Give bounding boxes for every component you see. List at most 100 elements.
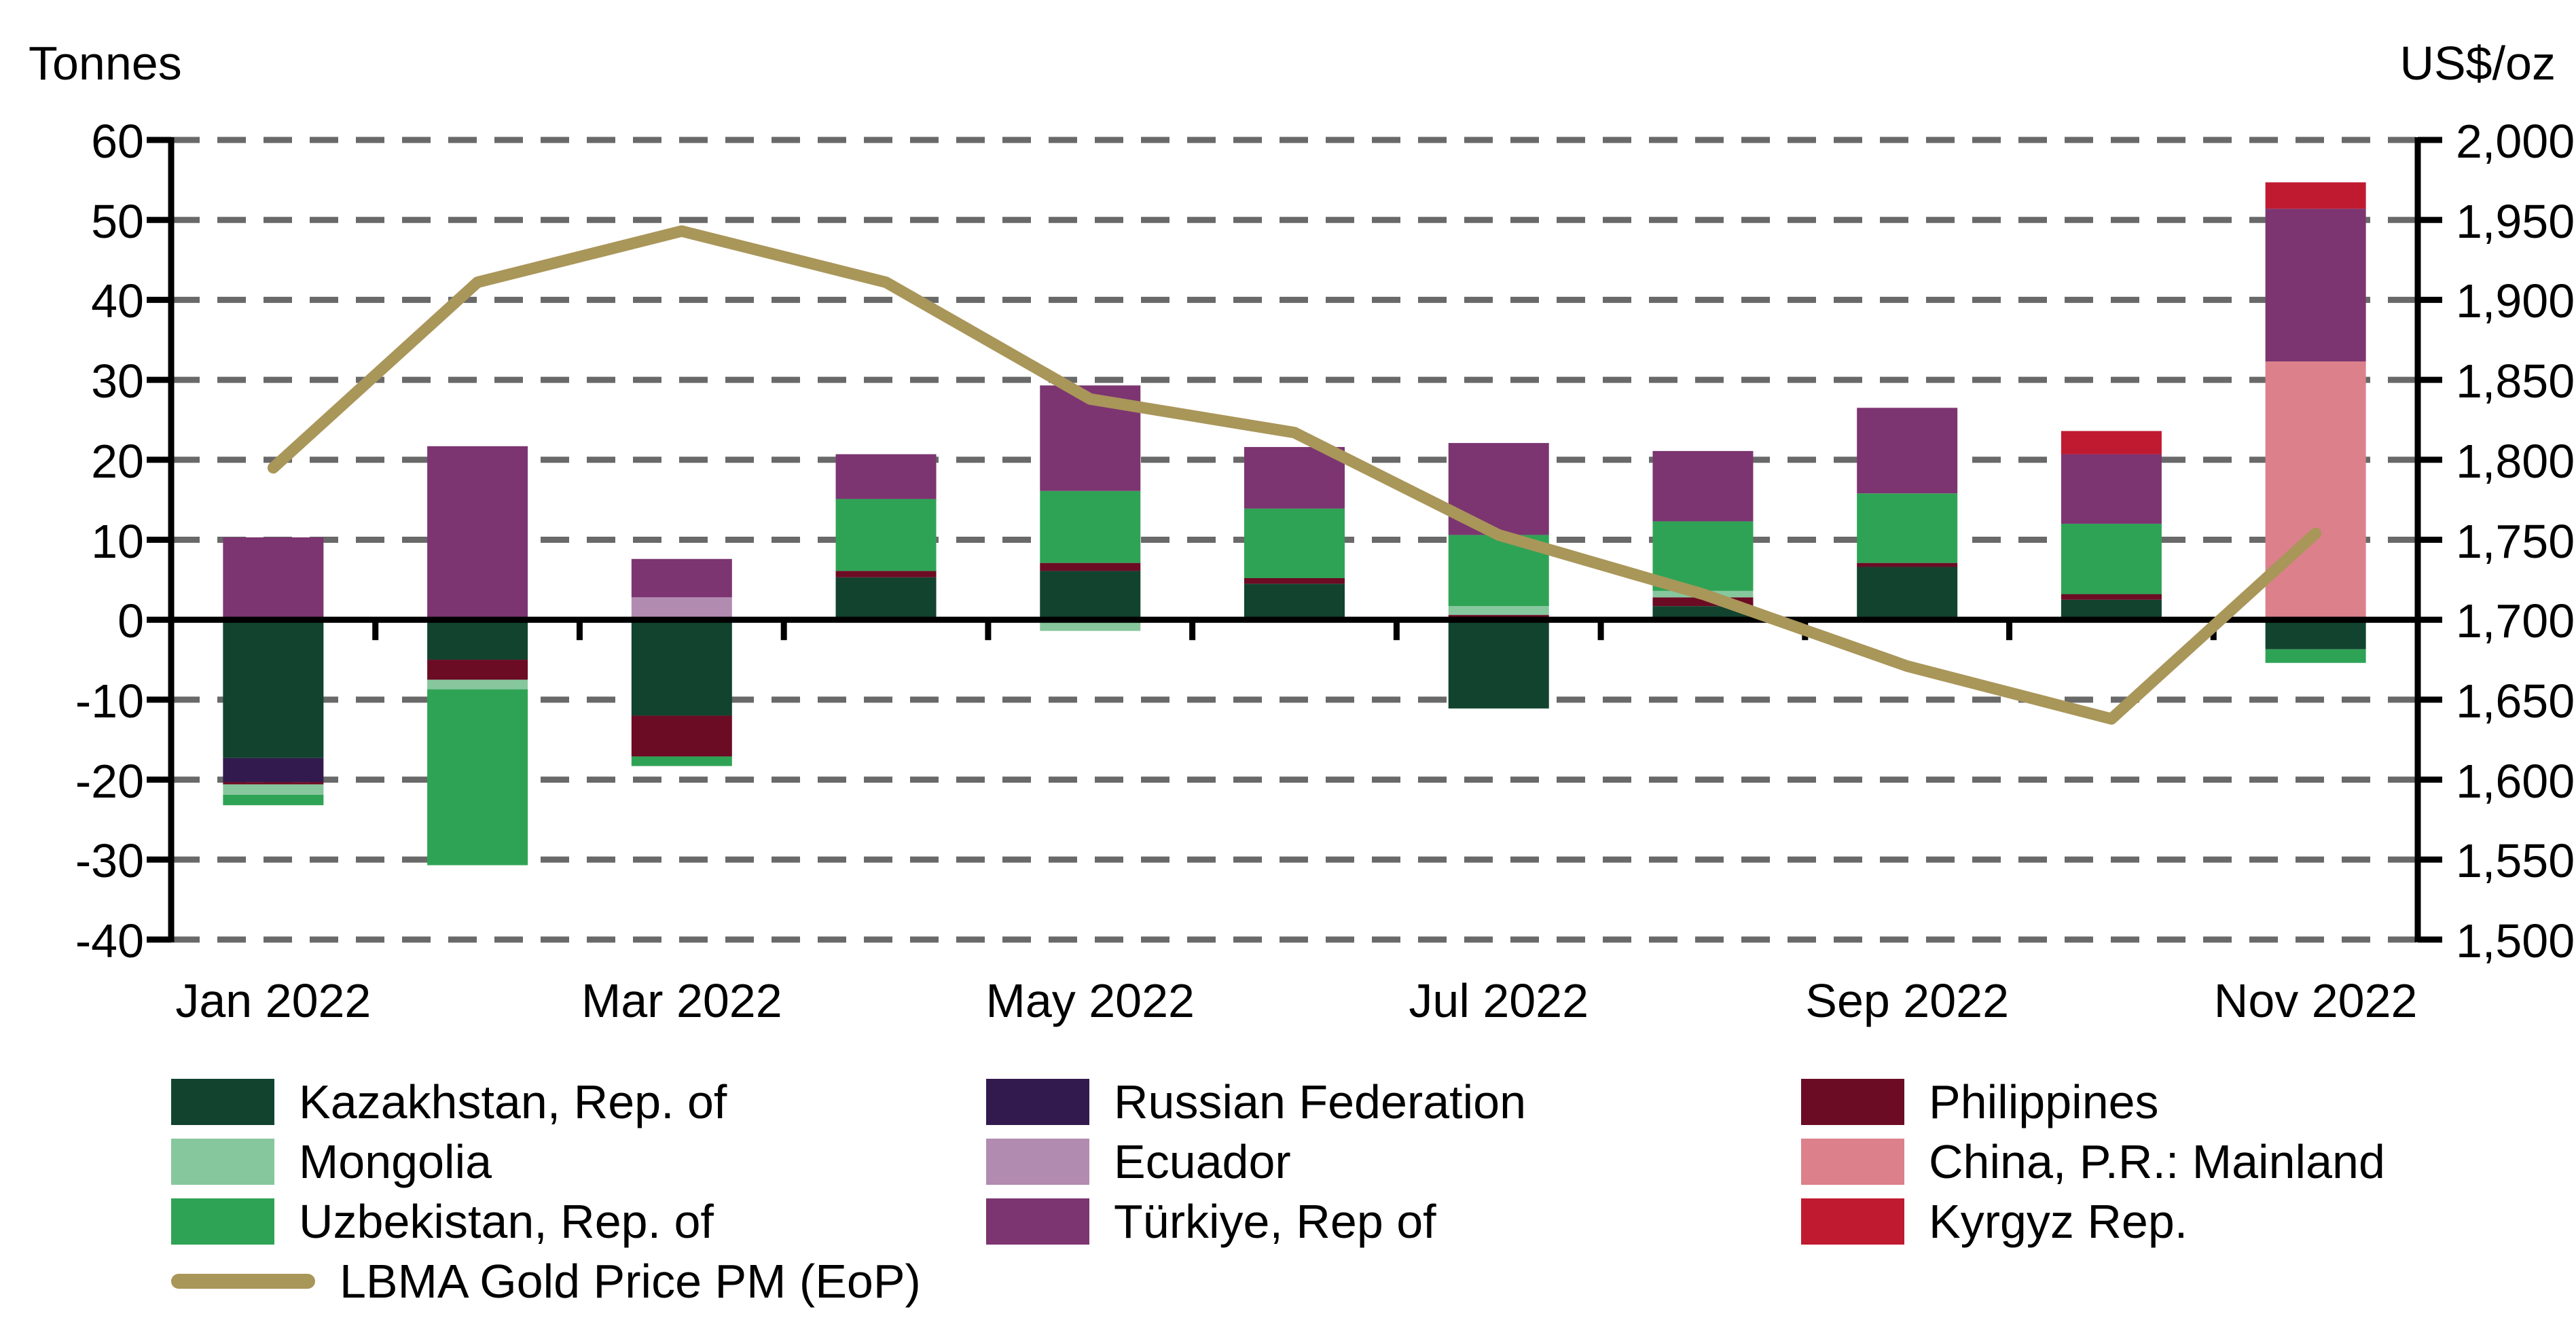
x-axis-tick-label: May 2022 <box>985 974 1195 1027</box>
bar-segment-turkiye <box>2061 454 2162 524</box>
right-axis-tick-label: 1,650 <box>2456 674 2575 728</box>
legend-label: LBMA Gold Price PM (EoP) <box>340 1255 921 1308</box>
bar-segment-uzbekistan <box>1857 493 1958 563</box>
left-axis-tick-label: -10 <box>75 674 144 728</box>
bar-segment-philippines <box>835 571 937 577</box>
left-axis-tick-label: 60 <box>91 115 144 168</box>
bar-segment-uzbekistan <box>427 689 528 866</box>
bar-segment-turkiye <box>427 446 528 620</box>
bar-segment-uzbekistan <box>2061 523 2162 594</box>
x-axis-tick-label: Jan 2022 <box>175 974 371 1027</box>
legend-label: Ecuador <box>1114 1135 1291 1188</box>
legend-color-swatch <box>986 1079 1089 1125</box>
legend-color-swatch <box>1801 1139 1904 1185</box>
bar-segment-turkiye <box>223 537 324 620</box>
right-axis-tick-label: 1,500 <box>2456 914 2575 967</box>
bar-segment-uzbekistan <box>1040 490 1141 563</box>
right-axis-tick-label: 1,600 <box>2456 754 2575 808</box>
left-axis-tick-label: -20 <box>75 754 144 808</box>
legend-item-ecuador: Ecuador <box>986 1132 1291 1192</box>
bar-segment-kazakhstan <box>1448 620 1549 709</box>
left-axis-tick-label: -40 <box>75 914 144 967</box>
right-axis-tick-label: 2,000 <box>2456 115 2575 168</box>
left-axis-tick-label: 0 <box>117 594 144 648</box>
bar-segment-ecuador <box>631 597 732 620</box>
bar-segment-kyrgyz <box>2265 182 2366 209</box>
legend-color-swatch <box>171 1079 274 1125</box>
legend-line-sample <box>171 1274 315 1289</box>
legend-color-swatch <box>1801 1079 1904 1125</box>
bar-segment-kazakhstan <box>1857 567 1958 620</box>
left-axis-tick-label: 20 <box>91 434 144 488</box>
legend-label: Kazakhstan, Rep. of <box>299 1075 727 1128</box>
legend-item-mongolia: Mongolia <box>171 1132 492 1192</box>
lbma-gold-price-line <box>267 225 2322 725</box>
legend-label: Philippines <box>1929 1075 2159 1128</box>
legend-label: Mongolia <box>299 1135 492 1188</box>
bar-segment-turkiye <box>2265 209 2366 362</box>
legend-color-swatch <box>1801 1198 1904 1245</box>
bar-segment-uzbekistan <box>2265 649 2366 663</box>
x-axis-tick-label: Mar 2022 <box>581 974 782 1027</box>
bar-segment-kazakhstan <box>835 577 937 620</box>
right-axis-title: US$/oz <box>2399 37 2556 90</box>
right-axis-tick-label: 1,800 <box>2456 434 2575 488</box>
legend-label: Kyrgyz Rep. <box>1929 1195 2188 1248</box>
bar-segment-turkiye <box>835 454 937 499</box>
legend-item-turkiye: Türkiye, Rep of <box>986 1192 1436 1251</box>
bar-segment-philippines <box>1857 563 1958 567</box>
x-axis-tick-label: Nov 2022 <box>2213 974 2418 1027</box>
legend-label: Uzbekistan, Rep. of <box>299 1195 714 1248</box>
left-axis-title: Tonnes <box>29 37 182 90</box>
bar-segment-turkiye <box>1857 408 1958 494</box>
bar-segment-philippines <box>1244 577 1345 584</box>
bar-segment-china <box>2265 361 2366 620</box>
legend-label: Russian Federation <box>1114 1075 1526 1128</box>
legend-color-swatch <box>986 1198 1089 1245</box>
bar-segment-uzbekistan <box>1244 508 1345 578</box>
left-axis-tick-label: 40 <box>91 274 144 328</box>
right-axis-tick-label: 1,550 <box>2456 834 2575 888</box>
bar-segment-uzbekistan <box>835 499 937 571</box>
legend-color-swatch <box>171 1139 274 1185</box>
bar-segment-philippines <box>223 782 324 785</box>
bar-segment-kazakhstan <box>223 620 324 758</box>
legend-item-kazakhstan: Kazakhstan, Rep. of <box>171 1072 727 1132</box>
legend-label: China, P.R.: Mainland <box>1929 1135 2385 1188</box>
bar-segment-turkiye <box>1244 446 1345 509</box>
bar-segment-mongolia <box>1448 606 1549 616</box>
right-axis-tick-label: 1,900 <box>2456 274 2575 328</box>
bar-segment-philippines <box>2061 594 2162 600</box>
legend-item-uzbekistan: Uzbekistan, Rep. of <box>171 1192 714 1251</box>
left-axis-tick-label: 10 <box>91 514 144 568</box>
left-axis-tick-label: 50 <box>91 194 144 248</box>
bar-segment-philippines <box>1040 563 1141 571</box>
left-axis-tick-label: -30 <box>75 834 144 888</box>
bar-segment-philippines <box>631 715 732 757</box>
legend-color-swatch <box>171 1198 274 1245</box>
bar-segment-turkiye <box>631 558 732 598</box>
bar-segment-mongolia <box>223 784 324 795</box>
bar-segment-kazakhstan <box>2061 599 2162 620</box>
legend-item-lbma: LBMA Gold Price PM (EoP) <box>171 1251 921 1311</box>
right-axis-tick-label: 1,750 <box>2456 514 2575 568</box>
x-axis-tick-label: Sep 2022 <box>1805 974 2010 1027</box>
legend-item-china: China, P.R.: Mainland <box>1801 1132 2385 1192</box>
bar-segment-uzbekistan <box>631 756 732 766</box>
bar-segment-kazakhstan <box>631 620 732 716</box>
bar-segment-kazakhstan <box>1244 584 1345 620</box>
bar-segment-kazakhstan <box>427 620 528 660</box>
right-axis-tick-label: 1,850 <box>2456 355 2575 408</box>
legend-label: Türkiye, Rep of <box>1114 1195 1436 1248</box>
bar-segment-philippines <box>427 660 528 680</box>
legend-item-russia: Russian Federation <box>986 1072 1526 1132</box>
bar-segment-uzbekistan <box>223 794 324 806</box>
bar-segment-turkiye <box>1652 450 1754 522</box>
bar-segment-kyrgyz <box>2061 431 2162 454</box>
legend-item-philippines: Philippines <box>1801 1072 2159 1132</box>
bar-segment-mongolia <box>427 679 528 690</box>
left-axis-tick-label: 30 <box>91 355 144 408</box>
legend-color-swatch <box>986 1139 1089 1185</box>
